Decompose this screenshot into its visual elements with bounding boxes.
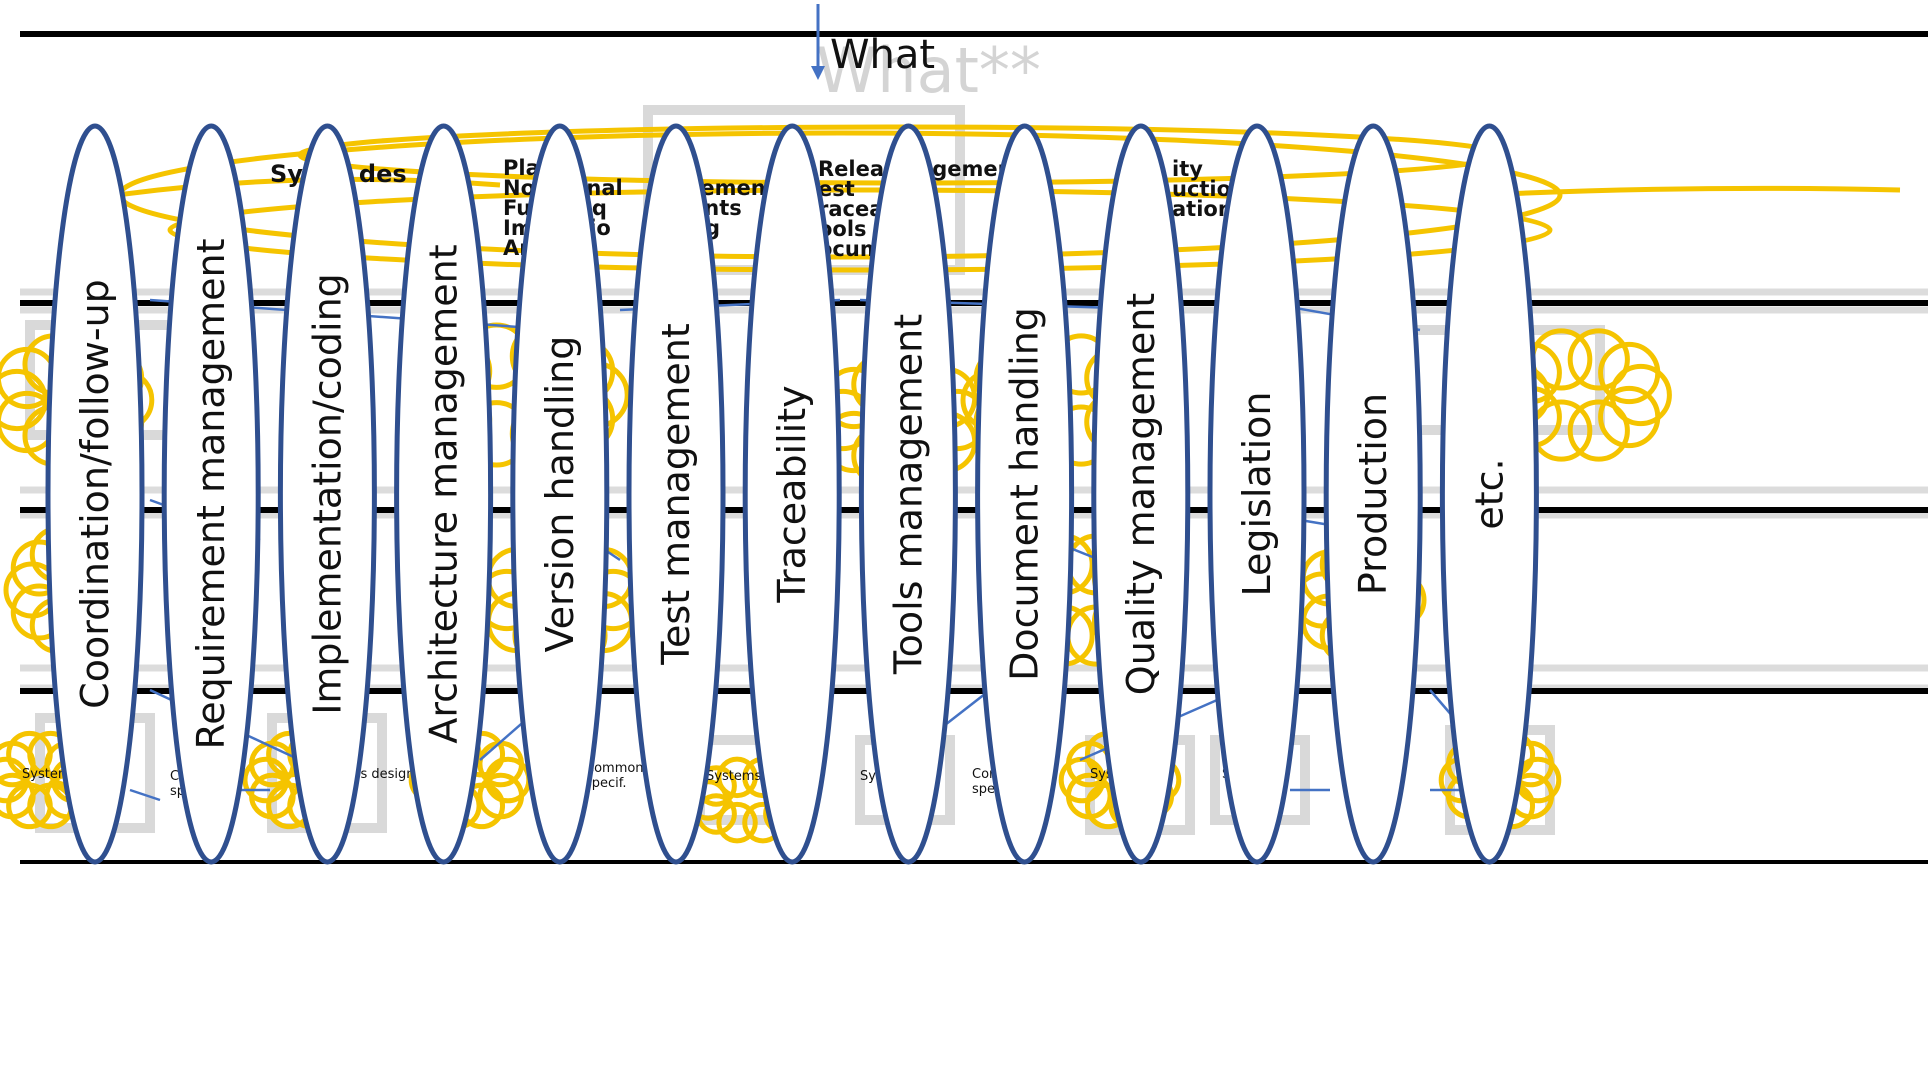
category-ellipse-shape — [510, 123, 610, 865]
top-list-item: est — [818, 177, 855, 201]
category-ellipse-shape — [277, 123, 377, 865]
category-label: Version handling — [538, 336, 582, 653]
category-ellipse: Coordination/follow-up — [45, 123, 145, 865]
category-ellipse: Version handling — [510, 123, 610, 865]
category-ellipse: Architecture management — [394, 123, 494, 865]
connector-arrow — [129, 788, 161, 802]
category-ellipse: Legislation — [1207, 123, 1307, 865]
cloud-bump — [1567, 328, 1630, 391]
category-ellipse: Test management — [626, 123, 726, 865]
category-label: Implementation/coding — [305, 273, 349, 715]
bottom-node-label: System — [22, 767, 70, 782]
category-ellipse-shape — [394, 123, 494, 865]
cloud-bump — [0, 772, 36, 820]
category-ellipse-shape — [45, 123, 145, 865]
ghost-what-label: What** — [816, 34, 1041, 107]
category-ellipse-shape — [975, 123, 1075, 865]
category-ellipse-shape — [626, 123, 726, 865]
cloud-bump — [1567, 399, 1630, 462]
category-ellipse: Requirement management — [161, 123, 261, 865]
common-spec-label: specif. — [585, 776, 627, 791]
cloud-bump — [1598, 385, 1661, 449]
category-label: Traceability — [770, 385, 814, 603]
category-ellipse-shape — [1323, 123, 1423, 865]
category-label: Quality management — [1119, 293, 1163, 695]
category-ellipse-shape — [1207, 123, 1307, 865]
category-ellipse-shape — [1091, 123, 1191, 865]
category-ellipse: Document handling — [975, 123, 1075, 865]
what-label: What — [830, 32, 935, 78]
common-spec-label: Common — [585, 761, 644, 776]
category-ellipse-shape — [858, 123, 958, 865]
cloud-bump — [716, 801, 758, 844]
category-label: Architecture management — [422, 244, 466, 743]
category-ellipse: Production — [1323, 123, 1423, 865]
top-list-item: ity — [1172, 157, 1203, 181]
category-ellipse: etc. — [1439, 123, 1539, 865]
category-ellipse-shape — [161, 123, 261, 865]
category-label: Legislation — [1235, 392, 1279, 597]
category-label: Document handling — [1003, 307, 1047, 681]
category-ellipse-shape — [1439, 123, 1539, 865]
top-list-item: ation — [1172, 197, 1233, 221]
category-label: Production — [1351, 393, 1395, 595]
down-arrow-head — [811, 66, 825, 80]
cloud-bump — [1598, 341, 1661, 405]
category-ellipse-shape — [742, 123, 842, 865]
cloud-stroke — [167, 187, 1553, 273]
category-label: Coordination/follow-up — [73, 279, 117, 709]
category-ellipse: Traceability — [742, 123, 842, 865]
category-label: Test management — [654, 323, 698, 665]
category-label: Requirement management — [189, 238, 233, 749]
category-ellipse: Implementation/coding — [277, 123, 377, 865]
category-label: Tools management — [886, 314, 930, 675]
cloud-bump — [716, 756, 758, 799]
category-ellipse: Tools management — [858, 123, 958, 865]
category-label: etc. — [1467, 458, 1511, 529]
category-ellipse: Quality management — [1091, 123, 1191, 865]
